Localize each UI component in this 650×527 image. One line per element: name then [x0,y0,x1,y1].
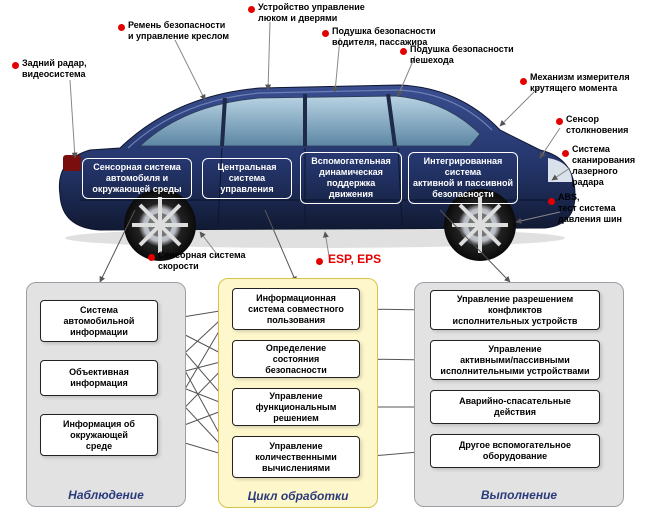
panel-left-title: Наблюдение [27,488,185,502]
node-n_safety_det: Определениесостояниябезопасности [232,340,360,378]
label-torque: Механизм измерителякрутящего момента [530,72,640,94]
panel-right-title: Выполнение [415,488,623,502]
node-n_shared_info: Информационнаясистема совместногопользов… [232,288,360,330]
node-n_obj_info: Объективнаяинформация [40,360,158,396]
dot [322,30,329,37]
dot [562,150,569,157]
node-n_env_info: Информация обокружающейсреде [40,414,158,456]
label-speed-sensor: Сенсорная системаскорости [158,250,268,272]
dot [148,254,155,261]
dot [12,62,19,69]
dot [316,258,323,265]
carbox-dyn-support: Вспомогательнаядинамическаяподдержкадвиж… [300,152,402,204]
dot [118,24,125,31]
dot [248,6,255,13]
label-seatbelt: Ремень безопасностии управление креслом [128,20,258,42]
dot [520,78,527,85]
label-esp: ESP, EPS [328,252,381,266]
node-n_quant_mgmt: Управлениеколичественнымивычислениями [232,436,360,478]
node-n_aux: Другое вспомогательноеоборудование [430,434,600,468]
dot [556,118,563,125]
node-n_act_pass: Управлениеактивными/пассивнымиисполнител… [430,340,600,380]
carbox-integrated: Интегрированнаясистемаактивной и пассивн… [408,152,518,204]
label-laser: Системасканированиялазерного радара [572,144,648,188]
node-n_conflict: Управление разрешениемконфликтовисполнит… [430,290,600,330]
label-sunroof: Устройство управлениелюком и дверями [258,2,398,24]
carbox-central: Центральнаясистемауправления [202,158,292,199]
label-ped-airbag: Подушка безопасностипешехода [410,44,550,66]
label-collision: Сенсорстолкновения [566,114,646,136]
panel-middle-title: Цикл обработки [219,489,377,503]
dot [548,198,555,205]
node-n_auto_info: Системаавтомобильнойинформации [40,300,158,342]
carbox-sensor-env: Сенсорная системаавтомобиля иокружающей … [82,158,192,199]
label-abs: ABS,тест системадавления шин [558,192,643,225]
node-n_rescue: Аварийно-спасательныедействия [430,390,600,424]
label-rear-radar: Задний радар,видеосистема [22,58,112,80]
node-n_func_mgmt: Управлениефункциональнымрешением [232,388,360,426]
dot [400,48,407,55]
